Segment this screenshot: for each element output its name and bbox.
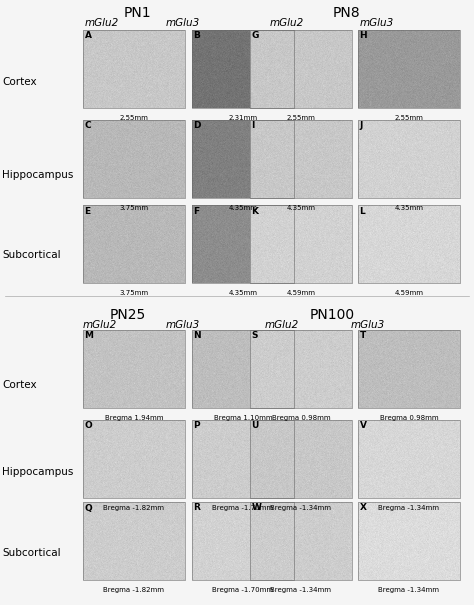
Text: Q: Q	[84, 503, 92, 512]
Text: mGlu3: mGlu3	[165, 320, 200, 330]
Bar	[83, 205, 185, 283]
Text: Bregma 0.98mm: Bregma 0.98mm	[272, 415, 330, 421]
Bar	[250, 30, 352, 108]
Text: Bregma -1.34mm: Bregma -1.34mm	[271, 505, 331, 511]
Text: 3.75mm: 3.75mm	[119, 290, 148, 296]
Text: Subcortical: Subcortical	[2, 548, 61, 558]
Text: 4.35mm: 4.35mm	[228, 205, 257, 211]
Text: Hippocampus: Hippocampus	[2, 170, 73, 180]
Text: U: U	[252, 422, 259, 431]
Bar	[250, 420, 352, 498]
Bar	[192, 502, 294, 580]
Text: L: L	[359, 206, 365, 215]
Text: Hippocampus: Hippocampus	[2, 467, 73, 477]
Text: E: E	[84, 206, 91, 215]
Bar	[358, 120, 460, 198]
Text: J: J	[359, 122, 363, 131]
Bar	[192, 120, 294, 198]
Bar	[192, 420, 294, 498]
Text: mGlu2: mGlu2	[82, 320, 117, 330]
Text: H: H	[359, 31, 367, 41]
Text: 4.35mm: 4.35mm	[228, 290, 257, 296]
Text: Bregma 0.98mm: Bregma 0.98mm	[380, 415, 438, 421]
Text: Bregma -1.70mm: Bregma -1.70mm	[212, 587, 273, 593]
Text: mGlu3: mGlu3	[350, 320, 384, 330]
Text: N: N	[193, 332, 201, 341]
Bar	[358, 420, 460, 498]
Bar	[192, 205, 294, 283]
Text: W: W	[252, 503, 261, 512]
Text: mGlu3: mGlu3	[165, 18, 200, 28]
Text: R: R	[193, 503, 201, 512]
Bar	[358, 205, 460, 283]
Text: PN25: PN25	[110, 308, 146, 322]
Text: 4.59mm: 4.59mm	[286, 290, 316, 296]
Bar	[358, 502, 460, 580]
Text: 4.35mm: 4.35mm	[286, 205, 316, 211]
Text: Bregma -1.82mm: Bregma -1.82mm	[103, 587, 164, 593]
Text: mGlu2: mGlu2	[270, 18, 304, 28]
Bar	[83, 120, 185, 198]
Bar	[250, 502, 352, 580]
Text: D: D	[193, 122, 201, 131]
Text: A: A	[84, 31, 91, 41]
Bar	[250, 205, 352, 283]
Bar	[250, 330, 352, 408]
Text: K: K	[252, 206, 258, 215]
Text: M: M	[84, 332, 93, 341]
Bar	[358, 330, 460, 408]
Bar	[83, 330, 185, 408]
Bar	[250, 120, 352, 198]
Text: 2.31mm: 2.31mm	[228, 115, 257, 121]
Text: V: V	[359, 422, 366, 431]
Text: mGlu2: mGlu2	[85, 18, 119, 28]
Text: Cortex: Cortex	[2, 380, 36, 390]
Text: Bregma -1.34mm: Bregma -1.34mm	[379, 505, 439, 511]
Text: Bregma -1.34mm: Bregma -1.34mm	[379, 587, 439, 593]
Text: 2.55mm: 2.55mm	[119, 115, 148, 121]
Text: mGlu3: mGlu3	[360, 18, 394, 28]
Text: P: P	[193, 422, 200, 431]
Text: S: S	[252, 332, 258, 341]
Text: 2.55mm: 2.55mm	[287, 115, 315, 121]
Text: T: T	[359, 332, 366, 341]
Bar	[83, 420, 185, 498]
Text: Bregma -1.34mm: Bregma -1.34mm	[271, 587, 331, 593]
Bar	[192, 30, 294, 108]
Text: PN1: PN1	[124, 6, 151, 20]
Bar	[192, 330, 294, 408]
Text: B: B	[193, 31, 201, 41]
Bar	[83, 502, 185, 580]
Text: C: C	[84, 122, 91, 131]
Bar	[83, 30, 185, 108]
Text: X: X	[359, 503, 366, 512]
Text: PN8: PN8	[332, 6, 360, 20]
Text: 4.59mm: 4.59mm	[394, 290, 423, 296]
Text: 3.75mm: 3.75mm	[119, 205, 148, 211]
Bar	[358, 30, 460, 108]
Text: F: F	[193, 206, 200, 215]
Text: Bregma 1.94mm: Bregma 1.94mm	[105, 415, 163, 421]
Text: 2.55mm: 2.55mm	[394, 115, 423, 121]
Text: mGlu2: mGlu2	[265, 320, 299, 330]
Text: Cortex: Cortex	[2, 77, 36, 87]
Text: PN100: PN100	[309, 308, 355, 322]
Text: Bregma 1.10mm: Bregma 1.10mm	[214, 415, 272, 421]
Text: Subcortical: Subcortical	[2, 250, 61, 260]
Text: Bregma -1.82mm: Bregma -1.82mm	[103, 505, 164, 511]
Text: G: G	[252, 31, 259, 41]
Text: 4.35mm: 4.35mm	[394, 205, 423, 211]
Text: Bregma -1.70mm: Bregma -1.70mm	[212, 505, 273, 511]
Text: O: O	[84, 422, 92, 431]
Text: I: I	[252, 122, 255, 131]
